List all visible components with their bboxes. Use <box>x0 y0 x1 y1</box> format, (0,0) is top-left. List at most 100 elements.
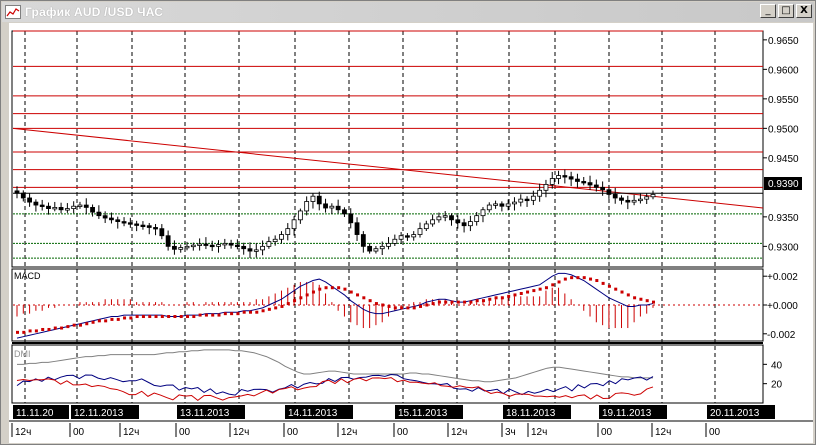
macd-signal-dot <box>507 294 511 298</box>
candle-body <box>631 199 637 203</box>
candle-body <box>455 219 461 224</box>
macd-signal-dot <box>78 323 82 327</box>
candle-body <box>405 235 410 238</box>
price-tick-label: 0.9450 <box>768 154 799 165</box>
date-label: 15.11.2013 <box>398 408 448 419</box>
dmi-tick-label: 20 <box>771 380 783 391</box>
chart-app-icon <box>5 5 21 19</box>
title-bar[interactable]: График AUD /USD ЧАС _ □ X <box>2 2 814 22</box>
candle-body <box>619 197 624 201</box>
candle-body <box>436 216 442 221</box>
candle-body <box>493 203 498 206</box>
candle-body <box>530 195 536 201</box>
candle-body <box>272 238 278 243</box>
macd-signal-dot <box>16 330 19 334</box>
candle-body <box>568 176 574 180</box>
candle-body <box>178 247 184 250</box>
macd-signal-dot <box>356 293 360 297</box>
macd-signal-dot <box>85 322 89 326</box>
candle-body <box>90 207 95 213</box>
date-badge <box>599 405 667 419</box>
candle-body <box>197 243 203 246</box>
candle-body <box>316 195 322 205</box>
candle-body <box>398 235 404 240</box>
macd-signal-dot <box>526 290 530 294</box>
macd-signal-dot <box>186 315 190 319</box>
candle-body <box>291 219 297 230</box>
candle-body <box>449 215 454 221</box>
hour-label: 00 <box>73 427 85 438</box>
macd-signal-dot <box>173 315 177 319</box>
hour-label: 00 <box>397 427 409 438</box>
candle-body <box>342 209 347 215</box>
date-label: 19.11.2013 <box>602 408 652 419</box>
minimize-button[interactable]: _ <box>760 4 776 18</box>
macd-signal-dot <box>494 296 498 300</box>
macd-signal-dot <box>544 286 548 290</box>
macd-signal-dot <box>141 315 145 319</box>
candle-body <box>638 198 643 202</box>
macd-signal-dot <box>299 296 303 300</box>
macd-signal-dot <box>406 306 410 310</box>
chart-area: 0.9650 0.9600 0.9550 0.9500 0.9450 0.9350 0.93… <box>9 23 813 443</box>
macd-signal-dot <box>362 296 366 300</box>
macd-signal-dot <box>570 276 574 280</box>
macd-signal-dot <box>104 319 108 323</box>
maximize-button[interactable]: □ <box>778 4 794 18</box>
macd-tick-label: +0.002 <box>767 272 798 283</box>
candle-body <box>650 194 656 198</box>
macd-signal-dot <box>620 290 624 294</box>
date-badge <box>71 405 139 419</box>
macd-panel[interactable] <box>11 268 764 342</box>
chart-canvas[interactable]: 0.9650 0.9600 0.9550 0.9500 0.9450 0.9350 0.93… <box>9 23 813 443</box>
close-button[interactable]: X <box>796 4 812 18</box>
dmi-minus-line <box>16 377 654 402</box>
macd-signal-dot <box>53 326 57 330</box>
candle-body <box>644 196 650 200</box>
macd-signal-dot <box>286 302 290 306</box>
macd-signal-dot <box>129 316 133 320</box>
date-label: 13.11.2013 <box>180 408 230 419</box>
macd-signal-dot <box>614 287 618 291</box>
candle-body <box>33 201 39 206</box>
candle-body <box>417 228 423 235</box>
macd-signal-dot <box>419 304 423 308</box>
date-badge <box>707 405 775 419</box>
candle-body <box>562 175 568 178</box>
candle-body <box>543 183 549 191</box>
candle-body <box>140 224 146 228</box>
price-tick-label: 0.9300 <box>768 242 799 253</box>
trendline <box>12 127 764 209</box>
date-badge <box>13 405 69 419</box>
macd-signal-dot <box>274 306 278 310</box>
macd-signal-dot <box>280 304 284 308</box>
candle-body <box>625 199 631 203</box>
candle-body <box>71 205 77 209</box>
macd-signal-dot <box>248 310 252 314</box>
candle-body <box>612 194 618 199</box>
macd-signal-dot <box>255 310 259 314</box>
price-panel[interactable] <box>11 30 764 268</box>
price-tick-label: 0.9350 <box>768 213 799 224</box>
macd-signal-dot <box>519 291 523 295</box>
candle-body <box>266 241 272 247</box>
candle-body <box>461 222 467 227</box>
macd-signal-dot <box>601 281 605 285</box>
macd-tick-label: -0.002 <box>767 330 796 341</box>
macd-signal-dot <box>393 306 397 310</box>
macd-signal-dot <box>311 290 315 294</box>
macd-signal-dot <box>488 297 492 301</box>
candle-body <box>379 245 385 250</box>
date-badge <box>285 405 353 419</box>
window-title: График AUD /USD ЧАС <box>25 5 164 19</box>
candle-body <box>373 248 379 252</box>
macd-signal-dot <box>652 300 655 304</box>
candle-body <box>77 204 83 207</box>
macd-line <box>16 272 654 339</box>
candle-body <box>297 210 303 221</box>
macd-signal-dot <box>337 286 341 290</box>
macd-signal-dot <box>469 300 473 304</box>
candle-body <box>222 242 228 246</box>
price-tick-label: 0.9650 <box>768 36 799 47</box>
